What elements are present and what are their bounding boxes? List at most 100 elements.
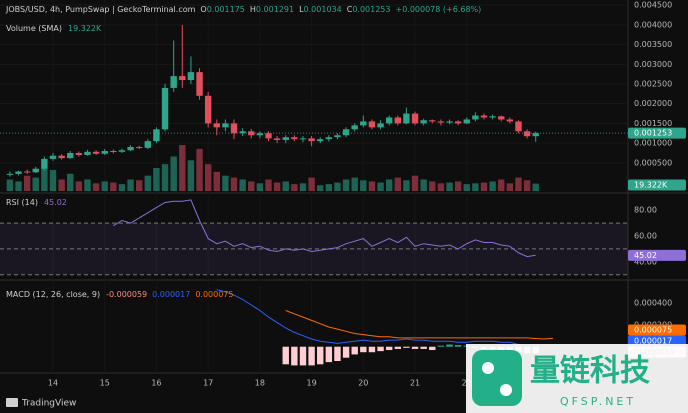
legend-item: -0.000059 — [106, 290, 147, 299]
value-badge — [628, 335, 686, 347]
candle-body — [506, 119, 514, 122]
volume-bar — [127, 179, 134, 191]
candle-body — [463, 119, 470, 124]
volume-bar — [136, 180, 143, 191]
volume-bar — [75, 181, 83, 191]
volume-bar — [403, 180, 410, 191]
volume-bar — [161, 164, 169, 191]
macd-histogram-bar — [299, 346, 307, 366]
candle-body — [23, 171, 31, 173]
volume-bar — [411, 175, 419, 191]
candle-body — [127, 147, 134, 151]
volume-bar — [23, 175, 31, 191]
legend-item: Volume (SMA) — [6, 24, 62, 33]
legend-item: C — [347, 5, 353, 14]
watermark-title: 量链科技 — [530, 354, 650, 389]
candle-body — [454, 121, 462, 124]
macd-histogram-bar — [308, 346, 315, 366]
macd-histogram-bar — [420, 346, 427, 349]
volume-bar — [6, 179, 14, 191]
volume-bar — [420, 179, 427, 191]
brand-logo — [6, 398, 18, 407]
y-tick-label: 80.00 — [634, 206, 657, 215]
watermark: 量链科技 QFSP.NET — [466, 344, 688, 413]
candle-body — [377, 123, 384, 128]
volume-bar — [265, 179, 272, 191]
macd-histogram-bar — [334, 346, 341, 362]
macd-histogram-bar — [317, 346, 324, 365]
legend-item: 0.000075 — [195, 290, 233, 299]
y-tick-label: 40.00 — [634, 257, 657, 266]
candle-body — [403, 113, 410, 124]
value-badge-label: 19.322K — [634, 181, 668, 190]
volume-bar — [385, 179, 393, 191]
y-tick-label: 0.000500 — [634, 158, 672, 167]
legend-item: RSI (14) — [6, 198, 38, 207]
legend-item: 45.02 — [44, 198, 67, 207]
macd-histogram-bar — [291, 346, 298, 366]
candle-body — [265, 133, 272, 139]
volume-bar — [256, 183, 264, 191]
candle-body — [204, 95, 212, 124]
volume-bar — [291, 184, 298, 191]
candle-body — [230, 123, 238, 134]
volume-bar — [437, 183, 445, 191]
volume-bar — [110, 182, 117, 191]
volume-bar — [429, 181, 436, 191]
macd-histogram-bar — [446, 344, 453, 347]
volume-bar — [41, 168, 48, 191]
brand: TradingView — [21, 399, 76, 409]
candle-body — [144, 141, 152, 148]
y-tick-label: 0.004500 — [634, 1, 672, 10]
x-tick-label: 20 — [358, 379, 368, 388]
volume-bar — [498, 179, 505, 191]
macd-histogram-bar — [325, 346, 333, 363]
volume-bar — [49, 169, 57, 191]
candle-body — [385, 117, 393, 124]
candle-body — [101, 150, 108, 154]
candle-body — [179, 76, 186, 81]
volume-bar — [196, 148, 203, 191]
volume-bar — [273, 182, 281, 191]
candle-body — [489, 116, 496, 118]
candle-body — [256, 133, 264, 136]
candle-body — [58, 155, 65, 159]
macd-histogram-bar — [360, 346, 367, 353]
y-tick-label: 0.002000 — [634, 99, 672, 108]
legend-item: L — [299, 5, 304, 14]
volume-bar — [187, 160, 195, 191]
macd-histogram-bar — [342, 346, 350, 358]
volume-bar — [394, 177, 401, 191]
volume-bar — [230, 177, 238, 191]
candle-body — [75, 152, 83, 155]
candle-body — [480, 115, 488, 118]
volume-bar — [317, 185, 324, 191]
volume-bar — [282, 181, 289, 191]
value-badge-label: 0.001253 — [634, 129, 672, 138]
candle-body — [15, 171, 22, 174]
candle-body — [351, 125, 358, 130]
candle-body — [420, 120, 427, 124]
legend-item: JOBS/USD, 4h, PumpSwap | GeckoTerminal.c… — [5, 5, 196, 14]
watermark-logo-dot — [500, 384, 512, 396]
volume-bar — [170, 156, 177, 191]
macd-histogram-bar — [394, 346, 401, 349]
candle-body — [299, 138, 307, 140]
candle-body — [92, 151, 100, 154]
x-tick-label: 18 — [255, 379, 265, 388]
x-tick-label: 19 — [307, 379, 317, 388]
candle-body — [136, 147, 143, 149]
legend-item: O — [200, 5, 206, 14]
y-tick-label: 0.001500 — [634, 119, 672, 128]
macd-histogram-bar — [437, 345, 445, 347]
x-tick-label: 15 — [100, 379, 110, 388]
watermark-subtitle: QFSP.NET — [560, 395, 636, 408]
legend-item: 0.000017 — [152, 290, 190, 299]
volume-bar — [351, 177, 358, 191]
y-tick-label: 0.001000 — [634, 139, 672, 148]
candle-body — [248, 131, 255, 136]
macd-histogram-bar — [429, 346, 436, 351]
watermark-logo-dot — [482, 362, 494, 374]
legend: RSI (14) 45.02 — [6, 198, 67, 207]
candle-body — [515, 121, 522, 132]
